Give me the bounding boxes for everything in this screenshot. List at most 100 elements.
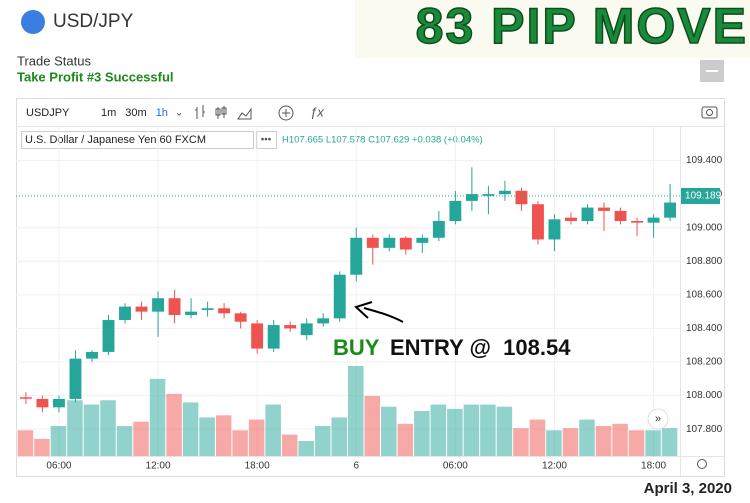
- x-tick-label: 12:00: [542, 461, 567, 472]
- candle-body: [614, 210, 627, 221]
- candle-body: [565, 217, 577, 221]
- candle-body: [119, 306, 131, 321]
- candle-body: [168, 298, 181, 315]
- bar-icon[interactable]: [195, 105, 205, 119]
- plot: [16, 127, 680, 456]
- x-tick-label: 06:00: [443, 461, 468, 472]
- buy-label: BUY: [333, 335, 380, 360]
- candle-body: [19, 397, 32, 399]
- y-tick-label: 108.600: [686, 289, 723, 300]
- entry-label: ENTRY @ 108.54: [390, 335, 571, 360]
- interval-group: 1m 30m 1h: [101, 107, 168, 119]
- candle-body: [515, 190, 528, 205]
- status: Take Profit #3 Successful: [17, 69, 174, 84]
- toolbar-symbol[interactable]: USDJPY: [26, 107, 70, 119]
- headline: 83 PIP MOVE: [416, 0, 748, 54]
- interval[interactable]: 30m: [125, 107, 146, 119]
- volume-bar: [397, 423, 414, 456]
- volume-bar: [496, 406, 513, 456]
- candle-body: [664, 202, 677, 218]
- settings-icon[interactable]: [697, 459, 707, 469]
- y-tick-label: 109.000: [686, 222, 723, 233]
- volume-bar: [331, 417, 347, 456]
- x-tick-label: 18:00: [245, 461, 270, 472]
- scroll-button[interactable]: [647, 408, 669, 430]
- candle-body: [598, 207, 610, 211]
- date: April 3, 2020: [644, 480, 732, 497]
- candle-body: [86, 351, 98, 359]
- x-tick-label: 18:00: [641, 461, 666, 472]
- volume-bar: [645, 430, 661, 456]
- candle-body: [300, 323, 313, 336]
- volume-bar: [463, 404, 480, 456]
- volume-bar: [562, 428, 579, 456]
- volume-bar: [298, 441, 314, 456]
- volume-bar: [447, 408, 463, 456]
- x-tick-label: 06:00: [46, 461, 71, 472]
- candle-body: [135, 306, 148, 312]
- arrow-head: [354, 301, 373, 319]
- y-tick-label: 109.400: [686, 155, 723, 166]
- candle-body: [482, 194, 495, 196]
- volume-bar: [116, 426, 133, 456]
- last-price-box: [681, 187, 720, 204]
- toolbar-icons: [195, 105, 718, 121]
- candle-body: [465, 194, 478, 201]
- candle-body: [432, 221, 445, 238]
- volume-bar: [430, 404, 447, 456]
- plus-icon: [282, 109, 290, 117]
- candle-body: [366, 237, 379, 248]
- legend-more[interactable]: [256, 131, 277, 149]
- candle-body: [498, 190, 511, 195]
- candle-body: [251, 323, 264, 349]
- volume-bar: [414, 411, 430, 456]
- candle-body: [383, 237, 396, 248]
- chart-frame: [16, 98, 725, 477]
- headline-bg: [355, 0, 750, 58]
- candle-body: [218, 308, 231, 314]
- candle-icon[interactable]: [215, 106, 227, 119]
- candle-body: [185, 311, 198, 315]
- volume-bar: [34, 438, 50, 456]
- camera-lens: [706, 109, 713, 116]
- candle-body: [647, 217, 660, 223]
- y-tick-label: 108.200: [686, 357, 723, 368]
- volume-bar: [50, 426, 67, 456]
- candle-body: [532, 204, 544, 240]
- volume-bar: [149, 378, 166, 456]
- volume-bar: [513, 428, 529, 456]
- volume-bar: [83, 404, 100, 456]
- volume-bar: [281, 434, 298, 456]
- volume-bar: [546, 430, 562, 456]
- area-icon[interactable]: [237, 107, 252, 120]
- candle-body: [267, 325, 280, 349]
- volume-bar: [199, 417, 215, 456]
- status-label: Trade Status: [17, 53, 91, 68]
- volume-bar: [232, 430, 248, 456]
- interval-dropdown[interactable]: ⌄: [175, 108, 183, 119]
- interval[interactable]: 1m: [101, 107, 116, 119]
- y-tick-label: 108.400: [686, 323, 723, 334]
- candle-body: [234, 313, 247, 322]
- y-tick-label: 107.800: [686, 424, 723, 435]
- candle-body: [317, 318, 330, 324]
- indicator-icon[interactable]: [278, 105, 294, 121]
- volume-bar: [529, 419, 546, 456]
- volume-bar: [100, 400, 116, 456]
- camera-icon[interactable]: [701, 106, 718, 119]
- volume-bar: [314, 426, 331, 456]
- volume-bar: [480, 404, 496, 456]
- legend-box: [21, 131, 254, 149]
- fx-icon[interactable]: ƒx: [310, 104, 324, 119]
- arrow: [363, 307, 404, 323]
- symbol-icon: [21, 10, 45, 34]
- y-tick-label: 108.800: [686, 256, 723, 267]
- candle-body: [449, 200, 462, 221]
- candle-body: [36, 398, 49, 408]
- x-tick-label: 6: [353, 461, 359, 472]
- volume-bar: [595, 426, 612, 456]
- candle-body: [333, 274, 346, 319]
- interval[interactable]: 1h: [156, 107, 168, 119]
